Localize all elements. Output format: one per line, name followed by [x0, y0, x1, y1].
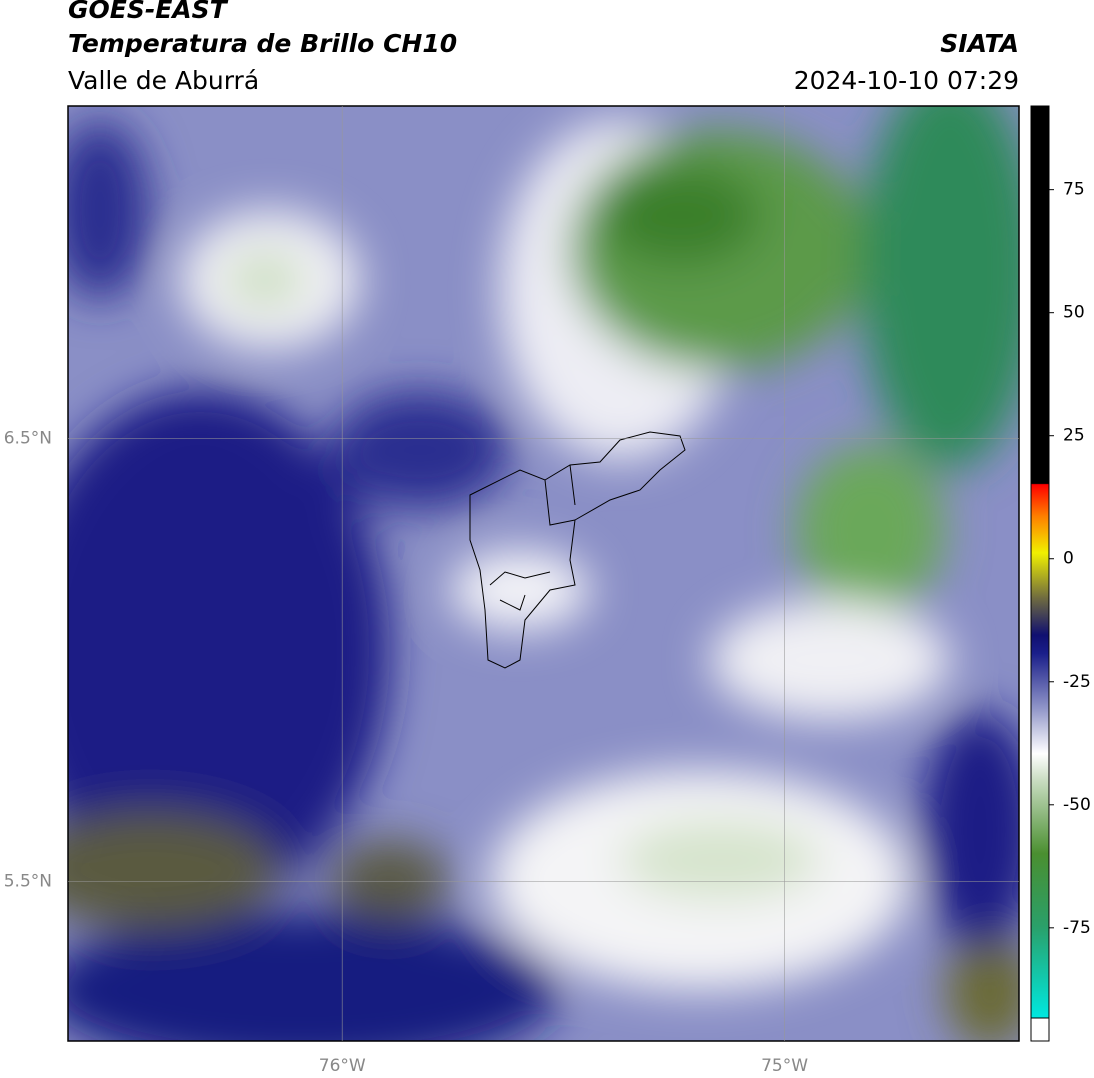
colorbar	[1031, 106, 1049, 1018]
aburra-outline	[469, 431, 686, 669]
y-tick-label: 6.5°N	[4, 428, 52, 448]
colorbar-tick-label: 0	[1063, 549, 1074, 569]
colorbar-tick-label: 75	[1063, 180, 1085, 200]
colorbar-tick-label: -25	[1063, 672, 1091, 692]
y-tick-label: 5.5°N	[4, 871, 52, 891]
timestamp: 2024-10-10 07:29	[794, 66, 1019, 95]
map-frame	[67, 105, 1020, 1042]
subtitle: Temperatura de Brillo CH10	[68, 29, 457, 58]
colorbar-under	[1030, 1017, 1050, 1042]
region: Valle de Aburrá	[68, 66, 259, 95]
colorbar-frame	[1030, 105, 1050, 1042]
title: GOES-EAST	[68, 0, 229, 24]
colorbar-tick-label: -75	[1063, 918, 1091, 938]
colorbar-tick-label: 25	[1063, 426, 1085, 446]
colorbar-tick-label: 50	[1063, 303, 1085, 323]
x-tick-label: 76°W	[319, 1056, 366, 1076]
x-tick-label: 75°W	[761, 1056, 808, 1076]
colorbar-tick-label: -50	[1063, 795, 1091, 815]
satellite-image	[68, 106, 1019, 1041]
source: SIATA	[940, 29, 1019, 58]
